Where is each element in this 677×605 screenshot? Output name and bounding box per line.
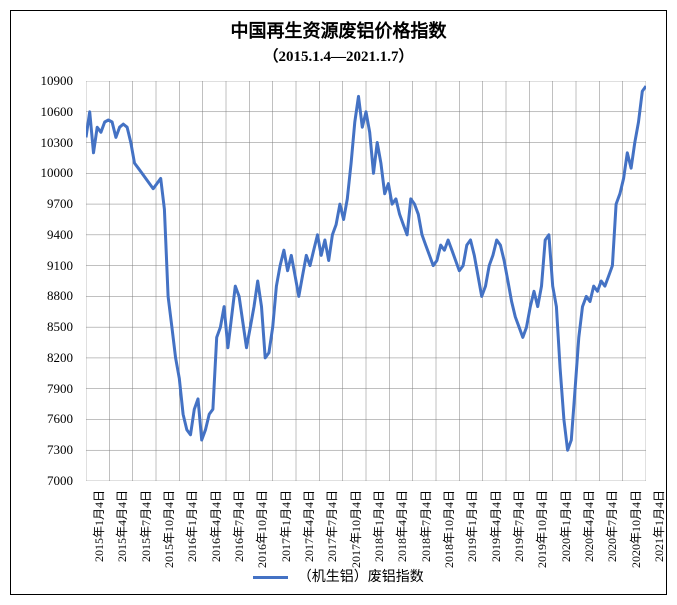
x-tick-label: 2021年1月4日 bbox=[650, 490, 667, 562]
chart-subtitle: （2015.1.4—2021.1.7） bbox=[11, 45, 666, 66]
x-tick-label: 2018年7月4日 bbox=[417, 490, 434, 562]
y-tick-label: 10600 bbox=[41, 104, 74, 120]
x-tick-label: 2016年7月4日 bbox=[230, 490, 247, 562]
y-tick-label: 8200 bbox=[47, 350, 73, 366]
x-tick-label: 2015年10月4日 bbox=[160, 490, 177, 568]
chart-container: 中国再生资源废铝价格指数 （2015.1.4—2021.1.7） 7000 730… bbox=[10, 10, 667, 595]
x-tick-label: 2020年1月4日 bbox=[557, 490, 574, 562]
y-tick-label: 9100 bbox=[47, 258, 73, 274]
y-tick-label: 8800 bbox=[47, 288, 73, 304]
y-axis-labels: 7000730076007900820085008800910094009700… bbox=[11, 81, 81, 481]
x-axis-labels: 2015年1月4日 2015年4月4日 2015年7月4日 2015年10月4日 201… bbox=[86, 486, 646, 566]
chart-svg bbox=[86, 81, 646, 481]
x-tick-label: 2017年1月4日 bbox=[277, 490, 294, 562]
plot-area bbox=[86, 81, 646, 481]
legend: （机生铝）废铝指数 bbox=[11, 566, 666, 586]
x-tick-label: 2017年4月4日 bbox=[300, 490, 317, 562]
x-tick-label: 2017年10月4日 bbox=[347, 490, 364, 568]
x-tick-label: 2020年7月4日 bbox=[603, 490, 620, 562]
x-tick-label: 2018年1月4日 bbox=[370, 490, 387, 562]
x-tick-label: 2019年4月4日 bbox=[487, 490, 504, 562]
x-tick-label: 2019年7月4日 bbox=[510, 490, 527, 562]
x-tick-label: 2019年10月4日 bbox=[533, 490, 550, 568]
legend-label: （机生铝）废铝指数 bbox=[298, 570, 424, 585]
x-tick-label: 2018年10月4日 bbox=[440, 490, 457, 568]
y-tick-label: 7900 bbox=[47, 381, 73, 397]
x-tick-label: 2015年4月4日 bbox=[113, 490, 130, 562]
y-tick-label: 10000 bbox=[41, 165, 74, 181]
x-tick-label: 2020年4月4日 bbox=[580, 490, 597, 562]
y-tick-label: 7600 bbox=[47, 411, 73, 427]
x-tick-label: 2020年10月4日 bbox=[627, 490, 644, 568]
chart-title: 中国再生资源废铝价格指数 bbox=[11, 17, 666, 43]
x-tick-label: 2019年1月4日 bbox=[463, 490, 480, 562]
y-tick-label: 9700 bbox=[47, 196, 73, 212]
x-tick-label: 2016年1月4日 bbox=[183, 490, 200, 562]
x-tick-label: 2016年10月4日 bbox=[253, 490, 270, 568]
x-tick-label: 2015年7月4日 bbox=[137, 490, 154, 562]
y-tick-label: 7300 bbox=[47, 442, 73, 458]
y-tick-label: 8500 bbox=[47, 319, 73, 335]
y-tick-label: 10900 bbox=[41, 73, 74, 89]
y-tick-label: 9400 bbox=[47, 227, 73, 243]
x-tick-label: 2017年7月4日 bbox=[323, 490, 340, 562]
x-tick-label: 2016年4月4日 bbox=[207, 490, 224, 562]
x-tick-label: 2018年4月4日 bbox=[393, 490, 410, 562]
x-tick-label: 2015年1月4日 bbox=[90, 490, 107, 562]
y-tick-label: 7000 bbox=[47, 473, 73, 489]
y-tick-label: 10300 bbox=[41, 135, 74, 151]
legend-swatch bbox=[253, 576, 288, 579]
